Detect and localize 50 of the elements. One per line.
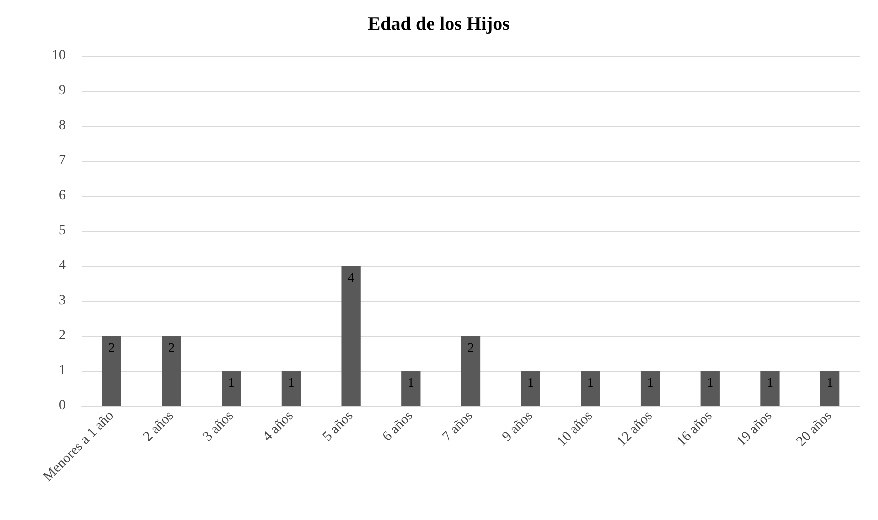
- x-tick-label: 10 años: [554, 408, 596, 450]
- data-label: 2: [468, 340, 474, 355]
- x-tick-label: 19 años: [734, 408, 776, 450]
- data-label: 1: [288, 375, 295, 390]
- y-tick-label: 8: [59, 118, 66, 134]
- bar: [640, 371, 660, 406]
- bar: [402, 371, 421, 406]
- bar: [162, 336, 182, 406]
- x-tick-label: 12 años: [614, 408, 656, 450]
- data-label: 1: [707, 375, 714, 390]
- x-tick-label: 6 años: [380, 408, 416, 445]
- y-tick-label: 7: [59, 154, 66, 168]
- x-tick-label: 16 años: [674, 408, 716, 450]
- y-tick-label: 9: [59, 84, 66, 98]
- y-tick-label: 6: [59, 188, 66, 204]
- data-label: 1: [408, 375, 414, 390]
- data-label: 2: [108, 340, 116, 355]
- bar: [700, 371, 720, 406]
- x-tick-label: 20 años: [794, 408, 836, 450]
- data-label: 2: [168, 340, 176, 355]
- data-label: 1: [228, 375, 235, 390]
- x-tick-label: 3 años: [200, 408, 237, 445]
- y-tick-label: 4: [59, 258, 66, 274]
- y-tick-label: 10: [52, 48, 66, 64]
- data-label: 1: [826, 375, 834, 390]
- data-label: 4: [348, 270, 356, 285]
- data-label: 1: [766, 375, 774, 390]
- x-tick-label: 7 años: [440, 408, 476, 445]
- data-label: 1: [528, 375, 534, 390]
- data-label: 1: [587, 375, 594, 390]
- bar: [760, 371, 780, 406]
- chart-title: Edad de los Hijos: [368, 14, 510, 35]
- bar: [342, 266, 361, 406]
- y-tick-label: 0: [59, 398, 66, 414]
- bar: [282, 371, 302, 406]
- data-label: 1: [647, 375, 654, 390]
- bar: [102, 336, 122, 406]
- y-tick-label: 1: [59, 364, 66, 378]
- y-tick-label: 5: [59, 224, 66, 238]
- bar: [461, 336, 481, 406]
- y-tick-label: 3: [59, 294, 66, 308]
- bar: [820, 371, 840, 406]
- x-tick-label: 9 años: [500, 408, 536, 445]
- bar: [222, 371, 242, 406]
- x-tick-label: 5 años: [320, 408, 357, 445]
- bar: [521, 371, 540, 406]
- x-tick-label: 2 años: [140, 408, 178, 445]
- bar: [581, 371, 600, 406]
- y-tick-label: 2: [59, 328, 66, 344]
- x-tick-label: 4 años: [260, 408, 297, 445]
